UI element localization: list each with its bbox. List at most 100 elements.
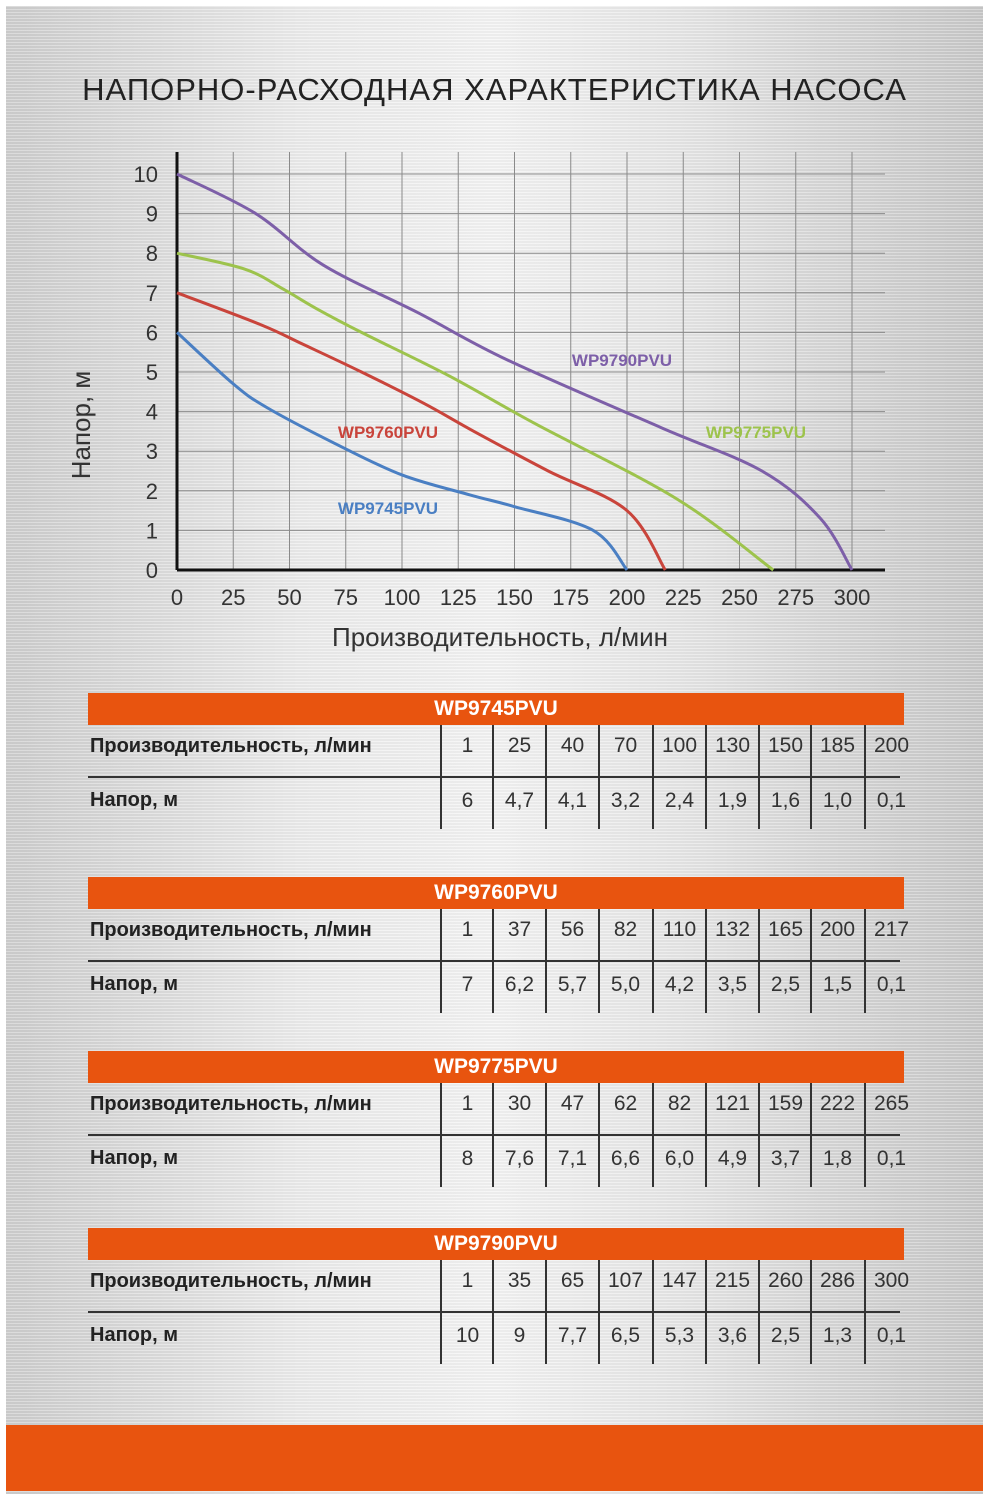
head-cell: 1,8: [822, 1147, 853, 1170]
flow-cell: 147: [661, 1269, 698, 1292]
table-header: WP9775PVU: [88, 1051, 904, 1083]
head-cell: 6,0: [664, 1147, 695, 1170]
head-cell: 0,1: [876, 1147, 907, 1170]
flow-cell: 185: [819, 734, 856, 757]
flow-cell: 215: [714, 1269, 751, 1292]
column-divider: [545, 1083, 547, 1187]
column-divider: [492, 725, 494, 829]
head-cell: 1,0: [822, 789, 853, 812]
flow-cell: 1: [461, 1269, 474, 1292]
table-header: WP9745PVU: [88, 693, 904, 725]
column-divider: [758, 725, 760, 829]
column-divider: [652, 1260, 654, 1364]
head-cell: 6,2: [504, 973, 535, 996]
flow-cell: 159: [767, 1092, 804, 1115]
column-divider: [652, 725, 654, 829]
column-divider: [440, 1083, 442, 1187]
column-divider: [864, 909, 866, 1013]
head-cell: 2,5: [770, 1324, 801, 1347]
head-cell: 5,0: [610, 973, 641, 996]
flow-cell: 300: [873, 1269, 910, 1292]
head-cell: 6,5: [610, 1324, 641, 1347]
series-label: WP9745PVU: [338, 499, 438, 518]
head-cell: 1,6: [770, 789, 801, 812]
column-divider: [598, 1260, 600, 1364]
head-cell: 6,6: [610, 1147, 641, 1170]
head-label: Напор, м: [90, 973, 178, 995]
column-divider: [545, 909, 547, 1013]
series-label: WP9775PVU: [706, 423, 806, 442]
column-divider: [440, 725, 442, 829]
head-cell: 0,1: [876, 1324, 907, 1347]
column-divider: [492, 1260, 494, 1364]
flow-cell: 65: [560, 1269, 585, 1292]
head-cell: 7,7: [557, 1324, 588, 1347]
flow-cell: 82: [667, 1092, 692, 1115]
head-cell: 0,1: [876, 789, 907, 812]
x-tick-label: 150: [496, 585, 533, 610]
spec-table: WP9790PVU Производительность, л/мин Напо…: [88, 1228, 918, 1368]
column-divider: [598, 1083, 600, 1187]
flow-cell: 200: [819, 918, 856, 941]
head-label: Напор, м: [90, 789, 178, 811]
y-tick-label: 8: [146, 241, 158, 266]
x-tick-label: 0: [171, 585, 183, 610]
flow-cell: 25: [507, 734, 532, 757]
head-cell: 5,7: [557, 973, 588, 996]
head-label: Напор, м: [90, 1147, 178, 1169]
flow-label: Производительность, л/мин: [90, 735, 372, 757]
column-divider: [864, 1083, 866, 1187]
spec-table: WP9775PVU Производительность, л/мин Напо…: [88, 1051, 918, 1191]
head-cell: 7,6: [504, 1147, 535, 1170]
y-tick-label: 9: [146, 202, 158, 227]
head-cell: 5,3: [664, 1324, 695, 1347]
y-tick-label: 5: [146, 360, 158, 385]
column-divider: [652, 909, 654, 1013]
column-divider: [810, 1260, 812, 1364]
head-cell: 7,1: [557, 1147, 588, 1170]
x-tick-label: 175: [552, 585, 589, 610]
flow-label: Производительность, л/мин: [90, 1270, 372, 1292]
head-cell: 1,3: [822, 1324, 853, 1347]
flow-cell: 222: [819, 1092, 856, 1115]
column-divider: [598, 909, 600, 1013]
flow-cell: 1: [461, 918, 474, 941]
x-tick-label: 50: [277, 585, 301, 610]
column-divider: [810, 1083, 812, 1187]
table-header: WP9760PVU: [88, 877, 904, 909]
x-tick-label: 200: [609, 585, 646, 610]
head-cell: 4,9: [717, 1147, 748, 1170]
flow-cell: 1: [461, 734, 474, 757]
flow-cell: 47: [560, 1092, 585, 1115]
head-cell: 9: [513, 1324, 526, 1347]
x-axis-label: Производительность, л/мин: [332, 622, 668, 652]
column-divider: [705, 1083, 707, 1187]
head-flow-chart: 0 25 50 75 100 125 150 175 200 225 250 275 300 0 1 2 3 4 5…: [66, 152, 885, 652]
flow-cell: 82: [613, 918, 638, 941]
x-tick-label: 300: [834, 585, 871, 610]
head-cell: 3,7: [770, 1147, 801, 1170]
flow-cell: 56: [560, 918, 585, 941]
head-cell: 8: [461, 1147, 474, 1170]
column-divider: [758, 1260, 760, 1364]
table-header: WP9790PVU: [88, 1228, 904, 1260]
flow-cell: 265: [873, 1092, 910, 1115]
flow-cell: 200: [873, 734, 910, 757]
column-divider: [705, 725, 707, 829]
series-line-wp9745pvu: [175, 331, 629, 571]
flow-label: Производительность, л/мин: [90, 1093, 372, 1115]
column-divider: [758, 909, 760, 1013]
head-cell: 7: [461, 973, 474, 996]
y-tick-label: 7: [146, 281, 158, 306]
head-cell: 3,6: [717, 1324, 748, 1347]
series-line-wp9775pvu: [176, 251, 775, 572]
head-cell: 4,2: [664, 973, 695, 996]
column-divider: [758, 1083, 760, 1187]
head-cell: 10: [455, 1324, 480, 1347]
y-tick-label: 6: [146, 320, 158, 345]
head-cell: 6: [461, 789, 474, 812]
flow-cell: 70: [613, 734, 638, 757]
y-tick-label: 4: [146, 400, 158, 425]
flow-cell: 100: [661, 734, 698, 757]
column-divider: [705, 909, 707, 1013]
